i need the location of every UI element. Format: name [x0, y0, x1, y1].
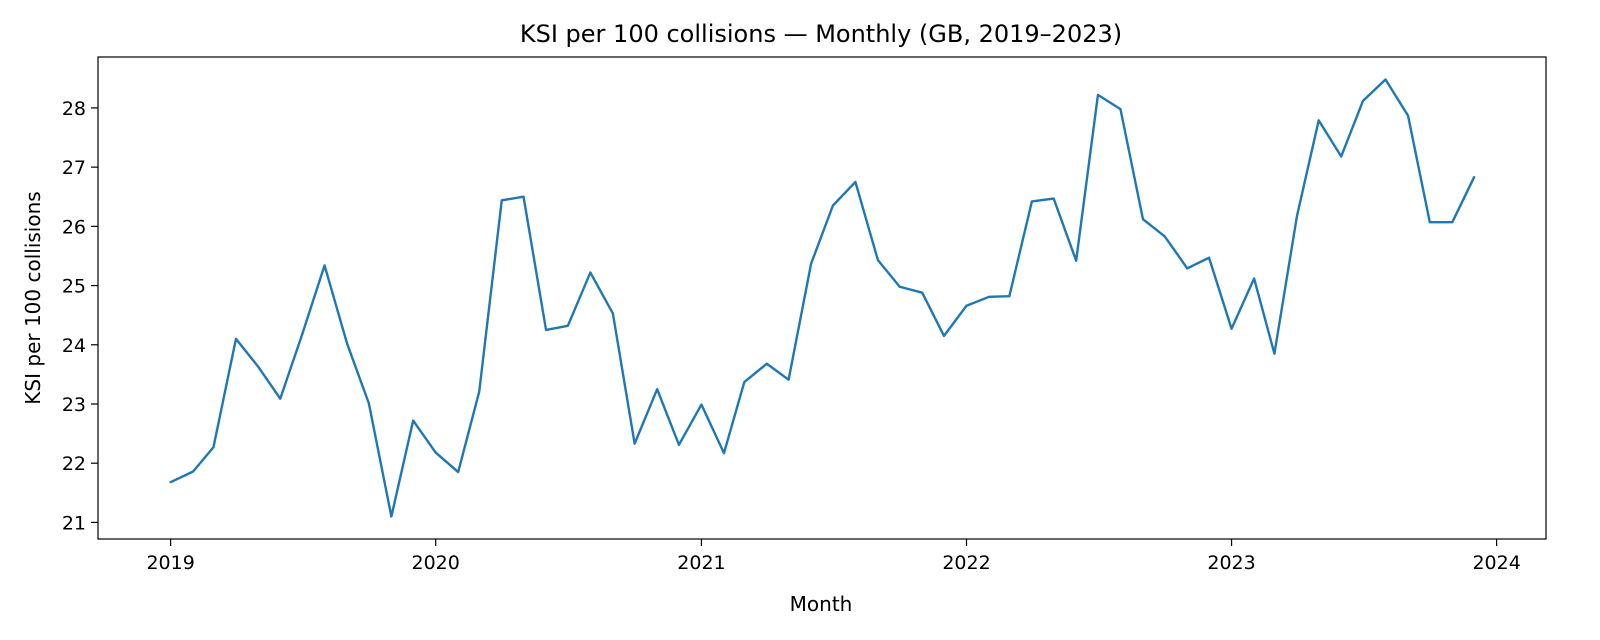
- y-tick-label: 21: [62, 512, 86, 534]
- x-tick-label: 2019: [146, 552, 194, 574]
- x-tick-label: 2021: [677, 552, 725, 574]
- x-tick-label: 2023: [1207, 552, 1255, 574]
- x-axis-label: Month: [790, 592, 853, 616]
- y-axis-label: KSI per 100 collisions: [21, 191, 45, 404]
- plot-frame: [97, 56, 1547, 540]
- x-axis: 2019 2020 2021 2022 2023 2024: [146, 539, 1521, 574]
- y-tick-label: 27: [62, 157, 86, 179]
- x-tick-label: 2020: [411, 552, 459, 574]
- y-tick-label: 26: [62, 216, 86, 238]
- series-group: [169, 78, 1476, 518]
- plot-area: 21 22 23 24 25 26 27 28 2019 2020 2021 2022 2023 202…: [62, 56, 1547, 574]
- y-tick-label: 22: [62, 453, 86, 475]
- x-tick-label: 2022: [942, 552, 990, 574]
- y-tick-label: 23: [62, 394, 86, 416]
- y-tick-label: 28: [62, 98, 86, 120]
- y-tick-label: 24: [62, 335, 86, 357]
- series-line: [169, 78, 1476, 518]
- y-tick-label: 25: [62, 276, 86, 298]
- chart-title: KSI per 100 collisions — Monthly (GB, 20…: [520, 20, 1122, 48]
- x-tick-label: 2024: [1472, 552, 1520, 574]
- y-axis: 21 22 23 24 25 26 27 28: [62, 98, 98, 534]
